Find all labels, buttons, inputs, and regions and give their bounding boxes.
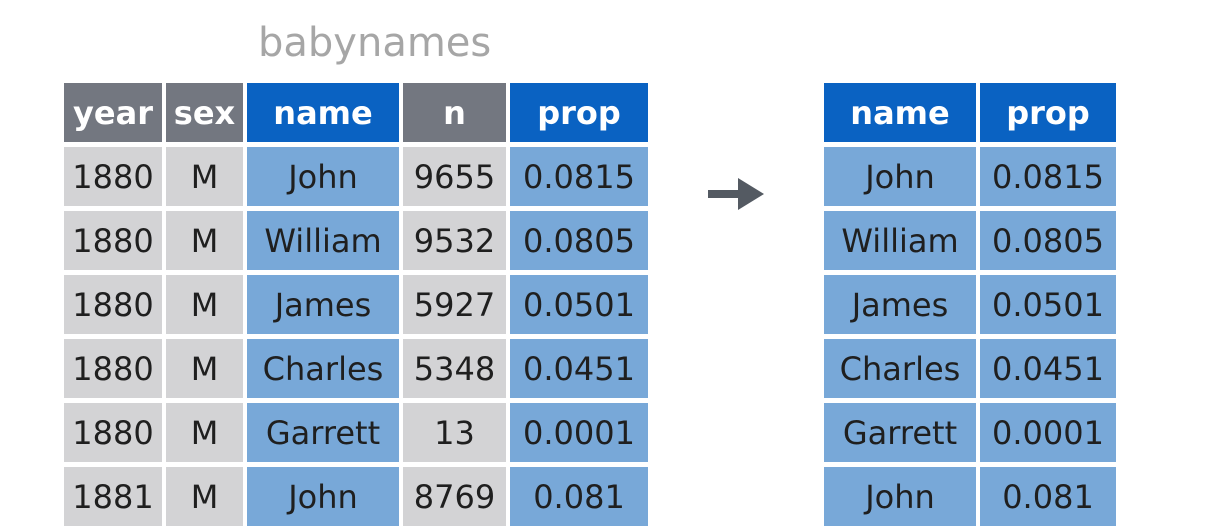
source-cell-prop: 0.0805 — [510, 211, 648, 270]
source-cell-prop: 0.0815 — [510, 147, 648, 206]
source-cell-name: Charles — [247, 339, 399, 398]
source-cell-year: 1880 — [64, 275, 162, 334]
result-header-name: name — [824, 83, 976, 142]
source-cell-name: James — [247, 275, 399, 334]
source-cell-sex: M — [166, 339, 243, 398]
source-cell-year: 1880 — [64, 339, 162, 398]
result-cell-name: John — [824, 467, 976, 526]
result-cell-name: Garrett — [824, 403, 976, 462]
source-cell-n: 8769 — [403, 467, 506, 526]
result-cell-name: John — [824, 147, 976, 206]
source-cell-prop: 0.0501 — [510, 275, 648, 334]
source-cell-sex: M — [166, 467, 243, 526]
result-cell-prop: 0.0815 — [980, 147, 1116, 206]
source-header-year: year — [64, 83, 162, 142]
result-cell-prop: 0.0805 — [980, 211, 1116, 270]
result-cell-prop: 0.0501 — [980, 275, 1116, 334]
source-cell-n: 9655 — [403, 147, 506, 206]
right-arrow-icon — [708, 178, 764, 210]
source-cell-sex: M — [166, 275, 243, 334]
result-header-prop: prop — [980, 83, 1116, 142]
result-table: name prop John 0.0815 William 0.0805 James 0.05… — [824, 83, 1116, 526]
source-cell-sex: M — [166, 147, 243, 206]
source-cell-year: 1881 — [64, 467, 162, 526]
source-cell-name: John — [247, 467, 399, 526]
result-cell-prop: 0.0001 — [980, 403, 1116, 462]
source-cell-name: William — [247, 211, 399, 270]
result-cell-name: James — [824, 275, 976, 334]
source-cell-n: 13 — [403, 403, 506, 462]
source-header-name: name — [247, 83, 399, 142]
result-cell-prop: 0.0451 — [980, 339, 1116, 398]
source-cell-prop: 0.0001 — [510, 403, 648, 462]
source-cell-n: 5927 — [403, 275, 506, 334]
source-cell-sex: M — [166, 211, 243, 270]
source-cell-year: 1880 — [64, 403, 162, 462]
result-cell-name: Charles — [824, 339, 976, 398]
table-title: babynames — [258, 20, 492, 66]
source-cell-n: 9532 — [403, 211, 506, 270]
source-header-n: n — [403, 83, 506, 142]
source-cell-name: John — [247, 147, 399, 206]
result-cell-name: William — [824, 211, 976, 270]
source-cell-sex: M — [166, 403, 243, 462]
source-header-sex: sex — [166, 83, 243, 142]
source-table: year sex name n prop 1880 M John 9655 0.0815 1880 M… — [64, 83, 648, 526]
source-cell-n: 5348 — [403, 339, 506, 398]
result-cell-prop: 0.081 — [980, 467, 1116, 526]
source-cell-name: Garrett — [247, 403, 399, 462]
source-header-prop: prop — [510, 83, 648, 142]
source-cell-prop: 0.081 — [510, 467, 648, 526]
source-cell-year: 1880 — [64, 211, 162, 270]
source-cell-year: 1880 — [64, 147, 162, 206]
source-cell-prop: 0.0451 — [510, 339, 648, 398]
